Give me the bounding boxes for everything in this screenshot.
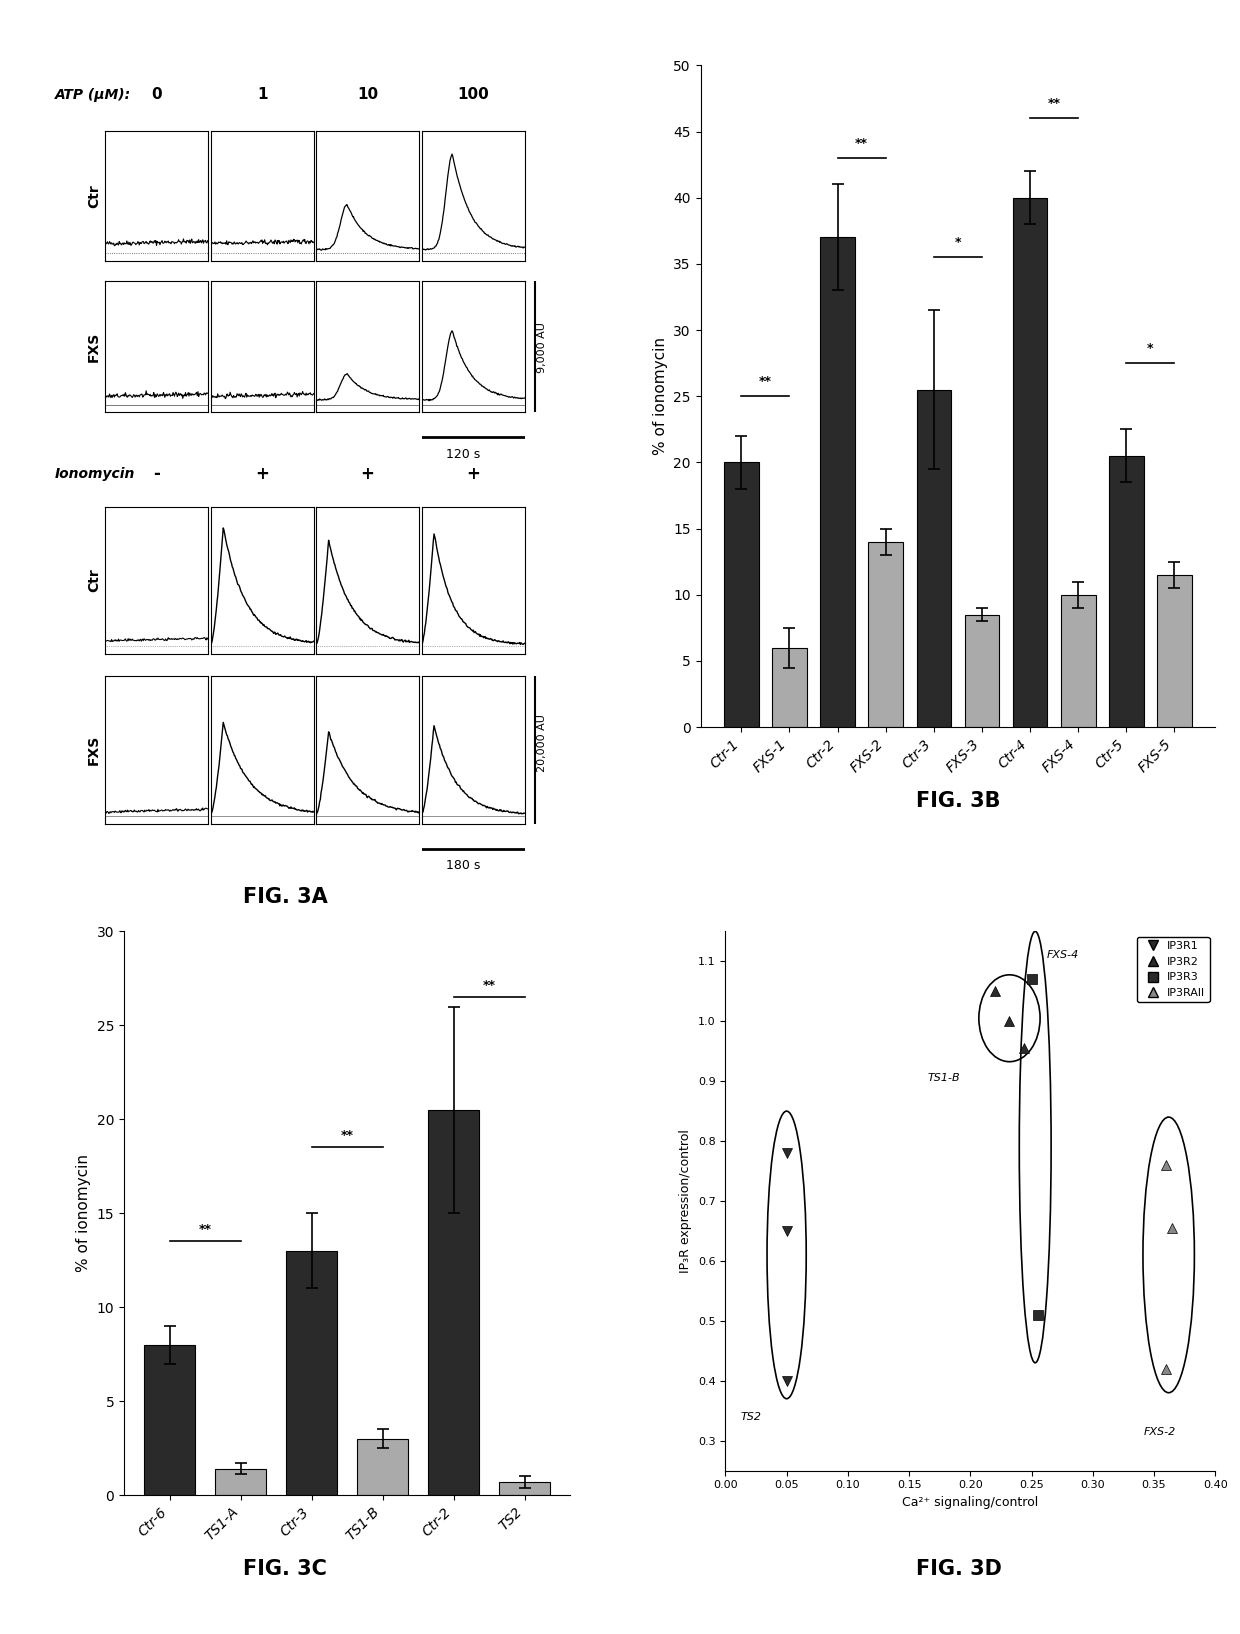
Text: FXS: FXS [87, 332, 102, 361]
Bar [1013, 198, 1048, 727]
Text: 9,000 AU: 9,000 AU [537, 322, 547, 374]
Bar [1109, 456, 1143, 727]
X-axis label: Ca²⁺ signaling/control: Ca²⁺ signaling/control [903, 1495, 1038, 1508]
Bar [724, 462, 759, 727]
Bar [820, 237, 854, 727]
Text: **: ** [198, 1222, 212, 1235]
Text: **: ** [856, 137, 868, 150]
Text: +: + [466, 464, 480, 484]
Text: FIG. 3A: FIG. 3A [243, 887, 327, 907]
Text: ATP (μM):: ATP (μM): [55, 88, 130, 101]
Text: 120 s: 120 s [446, 448, 481, 461]
Y-axis label: % of ionomycin: % of ionomycin [76, 1154, 91, 1273]
Text: Ctr: Ctr [87, 185, 102, 208]
Bar [1157, 575, 1192, 727]
Text: -: - [154, 464, 160, 484]
Text: 10: 10 [357, 87, 378, 103]
Text: Ctr: Ctr [87, 569, 102, 592]
Text: FXS: FXS [87, 735, 102, 765]
Bar [357, 1438, 408, 1495]
Text: 0: 0 [151, 87, 162, 103]
Y-axis label: IP₃R expression/control: IP₃R expression/control [680, 1129, 692, 1273]
Text: TS2: TS2 [740, 1412, 761, 1422]
Text: +: + [361, 464, 374, 484]
Text: FIG. 3D: FIG. 3D [915, 1559, 1002, 1578]
Text: TS1-B: TS1-B [928, 1074, 960, 1083]
Bar [1061, 595, 1096, 727]
Bar [428, 1109, 479, 1495]
Text: **: ** [482, 979, 496, 992]
Text: +: + [255, 464, 269, 484]
Text: FIG. 3B: FIG. 3B [916, 791, 1001, 810]
Text: Ionomycin: Ionomycin [55, 467, 135, 480]
Bar [286, 1252, 337, 1495]
Y-axis label: % of ionomycin: % of ionomycin [652, 337, 667, 456]
Text: 1: 1 [257, 87, 268, 103]
Legend: IP3R1, IP3R2, IP3R3, IP3RAll: IP3R1, IP3R2, IP3R3, IP3RAll [1137, 936, 1210, 1003]
Text: FXS-2: FXS-2 [1145, 1426, 1177, 1436]
Text: 20,000 AU: 20,000 AU [537, 714, 547, 773]
Text: **: ** [341, 1129, 353, 1142]
Text: 100: 100 [458, 87, 489, 103]
Bar [965, 614, 999, 727]
Text: FXS-4: FXS-4 [1047, 951, 1079, 961]
Bar [916, 389, 951, 727]
Text: FIG. 3C: FIG. 3C [243, 1559, 327, 1578]
Text: 180 s: 180 s [446, 859, 481, 873]
Text: **: ** [759, 376, 771, 389]
Bar [868, 542, 903, 727]
Bar [144, 1345, 196, 1495]
Bar [216, 1469, 267, 1495]
Text: **: ** [1048, 98, 1060, 111]
Bar [498, 1482, 551, 1495]
Text: *: * [955, 237, 961, 250]
Bar [773, 647, 807, 727]
Text: *: * [1147, 342, 1153, 355]
